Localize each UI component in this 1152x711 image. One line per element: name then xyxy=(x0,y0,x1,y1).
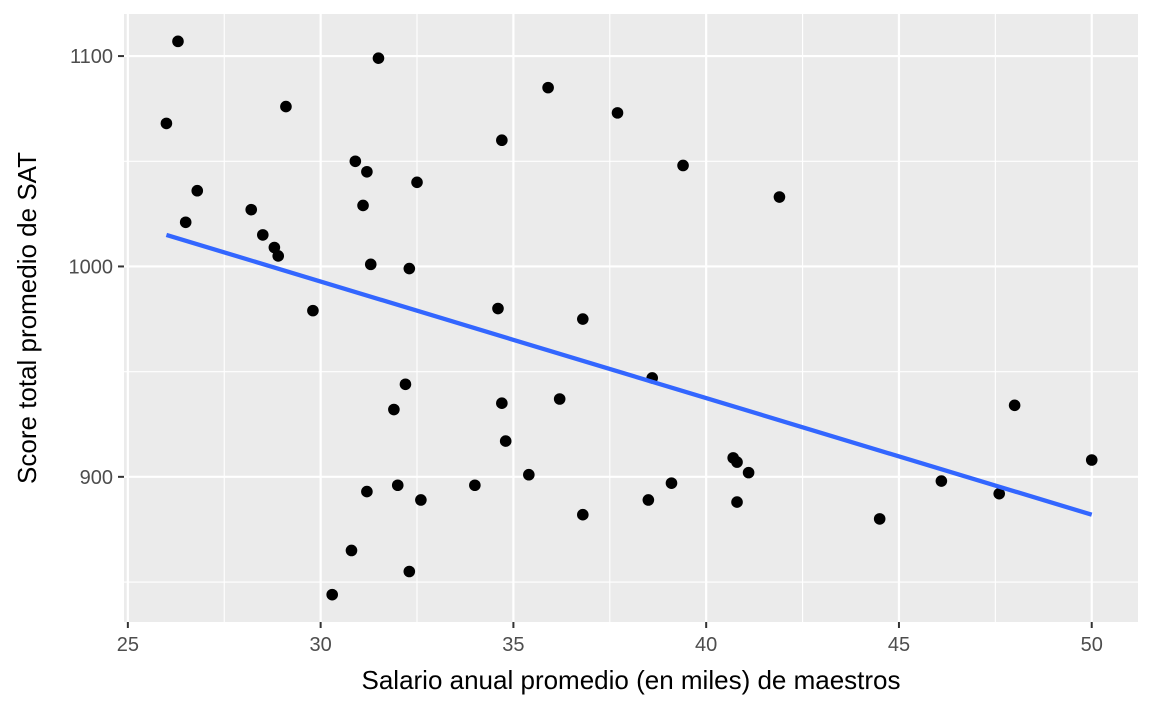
plot-panel xyxy=(124,14,1138,622)
x-axis-title: Salario anual promedio (en miles) de mae… xyxy=(361,665,900,695)
data-point xyxy=(773,191,786,203)
x-tick-label: 30 xyxy=(310,634,332,656)
data-point xyxy=(611,107,624,119)
data-point xyxy=(280,100,292,113)
data-point xyxy=(256,229,269,241)
data-point xyxy=(357,199,369,212)
data-points xyxy=(160,35,1098,601)
data-point xyxy=(372,52,385,64)
data-point xyxy=(993,487,1006,500)
y-tick-label: 900 xyxy=(80,467,113,489)
data-point xyxy=(411,176,423,189)
data-point xyxy=(364,258,377,271)
data-point xyxy=(492,302,504,315)
data-point xyxy=(542,81,554,94)
data-point xyxy=(496,397,508,410)
data-point xyxy=(361,485,373,498)
data-point xyxy=(160,117,173,130)
data-point xyxy=(388,403,400,416)
data-point xyxy=(361,165,373,178)
data-point xyxy=(179,216,192,229)
minor-gridlines xyxy=(124,14,1138,622)
data-point xyxy=(499,435,512,447)
data-point xyxy=(523,468,535,481)
data-point xyxy=(345,544,358,557)
y-tick-label: 1000 xyxy=(69,256,114,278)
data-point xyxy=(731,456,743,468)
y-axis-ticks: 900 1000 1100 xyxy=(69,46,124,489)
data-point xyxy=(403,565,416,578)
data-point xyxy=(1008,399,1021,412)
data-point xyxy=(731,496,743,508)
data-point xyxy=(873,513,886,525)
trend-line xyxy=(165,232,1093,517)
data-point xyxy=(642,494,655,506)
data-point xyxy=(935,475,948,487)
data-point xyxy=(399,378,412,391)
data-point xyxy=(191,184,204,197)
data-point xyxy=(349,155,362,168)
data-point xyxy=(496,134,508,147)
data-point xyxy=(553,393,566,405)
major-gridlines xyxy=(124,14,1138,622)
data-point xyxy=(577,508,589,521)
data-point xyxy=(391,479,404,492)
y-tick-label: 1100 xyxy=(70,46,113,68)
x-tick-label: 25 xyxy=(117,634,139,656)
data-point xyxy=(403,262,416,275)
data-point xyxy=(415,494,427,506)
x-tick-label: 45 xyxy=(888,634,910,656)
data-point xyxy=(577,313,589,325)
x-axis-ticks: 25 30 35 40 45 50 xyxy=(117,622,1103,656)
data-point xyxy=(677,159,689,172)
y-axis-title: Score total promedio de SAT xyxy=(12,152,42,484)
x-tick-label: 35 xyxy=(502,634,524,656)
data-point xyxy=(245,203,258,216)
data-point xyxy=(172,35,184,48)
data-point xyxy=(272,250,285,262)
x-tick-label: 50 xyxy=(1081,634,1103,656)
data-point xyxy=(307,304,319,317)
data-point xyxy=(1085,454,1098,466)
data-point xyxy=(326,588,338,601)
x-tick-label: 40 xyxy=(695,634,717,656)
data-point xyxy=(469,479,481,492)
data-point xyxy=(742,466,755,479)
data-point xyxy=(665,477,678,489)
